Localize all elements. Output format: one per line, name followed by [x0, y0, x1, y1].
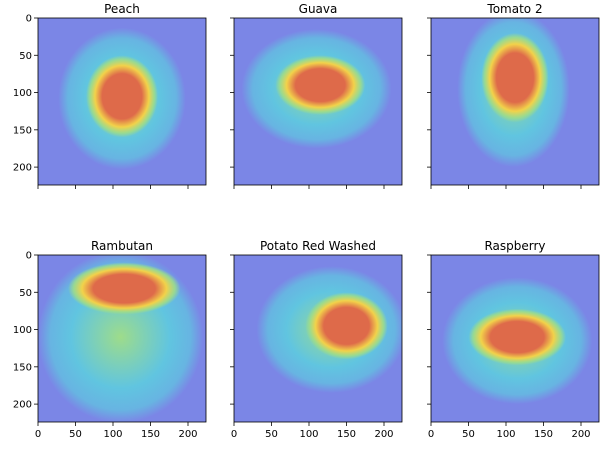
panel-title: Potato Red Washed	[260, 239, 376, 253]
y-tick-label: 0	[26, 14, 32, 25]
axes-frame	[430, 17, 600, 186]
x-tick-label: 100	[103, 429, 122, 440]
panel-title: Tomato 2	[486, 2, 542, 16]
axes-frame	[37, 17, 207, 186]
activation-hotspot	[305, 292, 388, 360]
panel-4: Rambutan 0 50 100 150 200 0 50 100 150 200	[13, 239, 207, 440]
x-tick-label: 200	[571, 429, 590, 440]
activation-hotspot	[86, 55, 158, 138]
axes-frame	[233, 17, 403, 186]
x-tick-label: 150	[141, 429, 160, 440]
x-tick-label: 100	[299, 429, 318, 440]
y-tick-label: 50	[19, 288, 32, 299]
x-tick-label: 200	[374, 429, 393, 440]
x-tick-label: 150	[534, 429, 553, 440]
y-tick-label: 150	[13, 125, 32, 136]
heatmap-area	[234, 255, 402, 422]
y-tick-label: 50	[19, 51, 32, 62]
panel-2: Guava	[230, 2, 403, 189]
panel-title: Rambutan	[91, 239, 153, 253]
panel-1: Peach 0 50 100 150 200	[13, 2, 207, 189]
x-tick-label: 50	[69, 429, 82, 440]
panel-title: Raspberry	[484, 239, 545, 253]
panel-title: Guava	[299, 2, 338, 16]
panel-5: Potato Red Washed 0 50 100 150 200	[230, 239, 403, 440]
panel-3: Tomato 2	[427, 2, 600, 189]
x-tick-label: 200	[178, 429, 197, 440]
x-tick-label: 50	[265, 429, 278, 440]
heatmap-area	[234, 18, 402, 185]
y-tick-label: 150	[13, 362, 32, 373]
y-tick-label: 200	[13, 400, 32, 411]
heatmap-area	[431, 18, 599, 185]
x-tick-label: 100	[496, 429, 515, 440]
heatmap-area	[38, 18, 206, 185]
x-tick-label: 0	[231, 429, 237, 440]
activation-hotspot	[68, 262, 181, 315]
x-tick-label: 150	[337, 429, 356, 440]
panel-title: Peach	[104, 2, 140, 16]
heatmap-area	[431, 255, 599, 422]
activation-hotspot	[481, 32, 549, 123]
x-tick-label: 50	[462, 429, 475, 440]
y-tick-label: 100	[13, 325, 32, 336]
heatmap-area	[38, 255, 206, 422]
axes-frame	[37, 254, 207, 423]
y-tick-label: 100	[13, 88, 32, 99]
x-tick-label: 0	[428, 429, 434, 440]
x-tick-label: 0	[35, 429, 41, 440]
axes-frame	[233, 254, 403, 423]
y-tick-label: 200	[13, 163, 32, 174]
axes-frame	[430, 254, 600, 423]
panel-6: Raspberry 0 50 100 150 200	[427, 239, 600, 440]
activation-hotspot	[275, 55, 366, 115]
activation-hotspot	[468, 308, 566, 366]
y-tick-label: 0	[26, 251, 32, 262]
